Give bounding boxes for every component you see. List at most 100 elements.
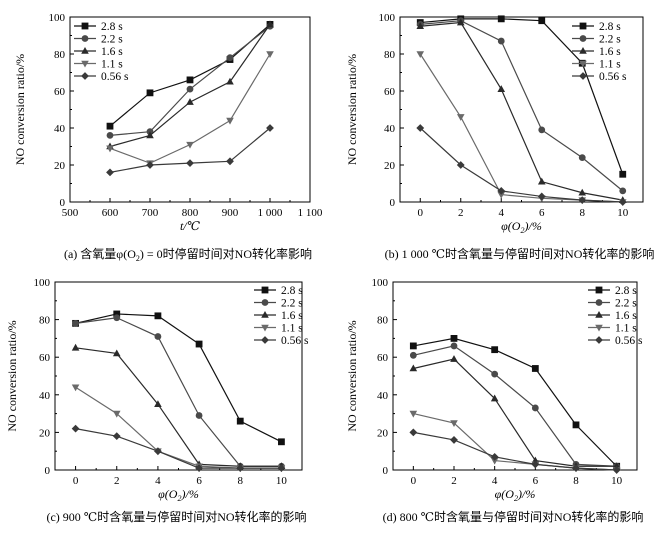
x-tick-label: 10 <box>617 207 629 219</box>
x-axis-label: φ(O2)/% <box>501 219 542 235</box>
data-point <box>154 447 162 456</box>
y-tick-label: 100 <box>372 277 389 289</box>
series-0.56s <box>106 124 274 177</box>
x-tick-label: 4 <box>499 207 505 219</box>
legend-marker <box>595 311 603 318</box>
x-tick-label: 8 <box>580 207 586 219</box>
data-point <box>618 198 627 206</box>
data-point <box>106 168 114 177</box>
data-point <box>490 394 499 402</box>
data-point <box>578 188 587 196</box>
data-point <box>226 77 234 85</box>
legend-marker <box>81 72 89 80</box>
data-point <box>112 410 121 418</box>
y-tick-label: 20 <box>54 160 66 172</box>
legend-item: 0.56 s <box>572 71 627 83</box>
legend-label: 0.56 s <box>281 335 309 347</box>
x-axis-label: φ(O2)/% <box>158 487 199 503</box>
legend-marker <box>579 22 587 30</box>
legend-label: 2.8 s <box>101 21 123 33</box>
legend-marker <box>595 324 603 332</box>
data-point <box>146 89 154 97</box>
series-0.56s <box>416 124 627 206</box>
legend-marker <box>261 311 269 318</box>
legend-marker <box>261 336 269 344</box>
legend-item: 2.2 s <box>254 298 303 310</box>
x-tick-label: 6 <box>539 207 545 219</box>
y-tick-label: 80 <box>39 315 51 327</box>
legend-item: 1.1 s <box>572 59 621 71</box>
data-point <box>72 319 79 327</box>
y-tick-label: 60 <box>54 86 66 98</box>
legend-label: 1.1 s <box>101 59 123 71</box>
data-point <box>497 187 506 195</box>
x-tick-label: 10 <box>611 475 623 487</box>
legend-item: 0.56 s <box>588 335 643 347</box>
data-point <box>531 460 540 469</box>
data-point <box>266 51 274 58</box>
x-tick-label: 0 <box>411 475 417 487</box>
y-tick-label: 20 <box>384 160 396 172</box>
x-tick-label: 1 000 <box>258 207 283 219</box>
y-tick-label: 40 <box>54 123 66 135</box>
data-point <box>409 351 417 359</box>
x-tick-label: 2 <box>458 207 464 219</box>
legend-marker <box>261 286 269 294</box>
legend-item: 2.2 s <box>74 34 123 46</box>
x-tick-label: 0 <box>73 475 79 487</box>
legend-item: 2.2 s <box>572 34 621 46</box>
series-line <box>413 358 617 467</box>
legend-item: 1.6 s <box>572 46 621 58</box>
data-point <box>266 124 274 132</box>
data-point <box>456 161 465 169</box>
data-point <box>113 310 121 318</box>
series-2.8s <box>106 21 274 130</box>
data-point <box>612 466 621 474</box>
x-tick-label: 600 <box>102 207 119 219</box>
y-tick-label: 100 <box>49 12 66 24</box>
x-axis-label: φ(O2)/% <box>495 487 536 503</box>
data-point <box>490 452 499 461</box>
legend-label: 1.6 s <box>281 310 303 322</box>
data-point <box>236 417 244 425</box>
data-point <box>154 312 162 320</box>
legend-item: 1.6 s <box>588 310 637 322</box>
data-point <box>154 400 162 407</box>
x-tick-label: 900 <box>222 207 239 219</box>
y-axis-label: NO conversion ratio/% <box>345 54 359 165</box>
series-line <box>109 23 271 127</box>
y-tick-label: 0 <box>383 465 389 477</box>
legend-label: 2.2 s <box>281 298 303 310</box>
series-0.56s <box>409 428 621 474</box>
data-point <box>146 131 154 139</box>
legend-marker <box>579 72 587 80</box>
data-point <box>186 141 194 149</box>
data-point <box>456 114 465 121</box>
legend-label: 2.8 s <box>599 21 621 33</box>
series-line <box>420 20 624 192</box>
legend-marker <box>81 22 89 30</box>
legend-marker <box>579 47 587 54</box>
series-line <box>75 386 282 469</box>
y-axis-label: NO conversion ratio/% <box>345 320 359 431</box>
legend-item: 1.1 s <box>588 323 637 335</box>
legend-marker <box>595 299 603 306</box>
legend-item: 1.1 s <box>254 323 303 335</box>
legend-item: 2.2 s <box>588 298 637 310</box>
data-point <box>226 157 234 166</box>
data-point <box>456 18 465 26</box>
legend-label: 2.8 s <box>281 285 303 297</box>
series-2.8s <box>409 335 621 470</box>
data-point <box>491 346 499 354</box>
legend-marker <box>579 60 587 68</box>
data-point <box>409 410 418 418</box>
legend-label: 1.1 s <box>615 323 637 335</box>
legend-item: 2.8 s <box>572 21 621 33</box>
legend-label: 1.6 s <box>101 46 123 58</box>
data-point <box>537 192 546 201</box>
data-point <box>277 464 286 473</box>
data-point <box>226 54 234 62</box>
